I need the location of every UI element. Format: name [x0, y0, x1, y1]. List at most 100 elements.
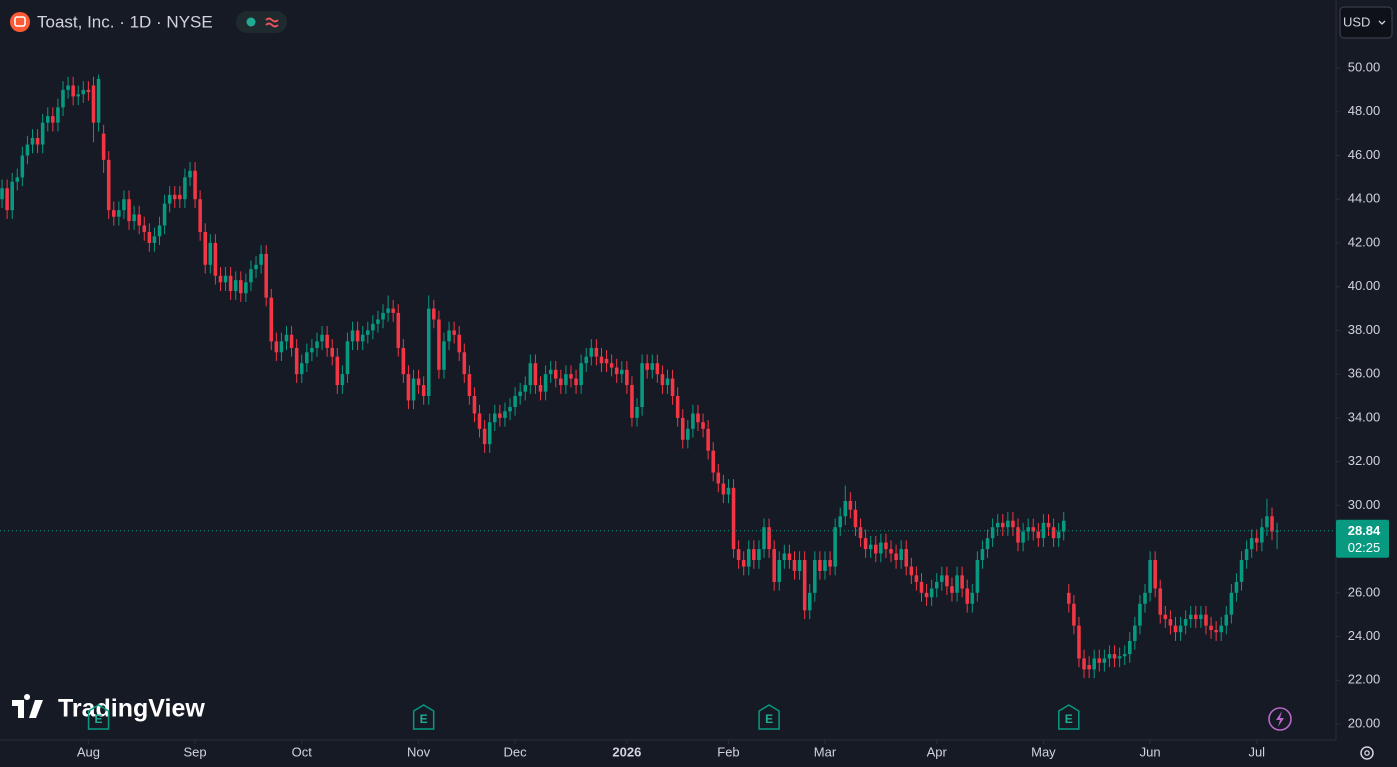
candle-body: [0, 188, 4, 200]
candle-body: [538, 385, 543, 392]
x-tick-label: Sep: [183, 744, 206, 759]
candle-body: [122, 199, 126, 211]
candle-body: [731, 487, 736, 550]
news-flag[interactable]: [1268, 707, 1292, 731]
y-tick-label: 36.00: [1348, 366, 1381, 381]
candle-body: [66, 85, 70, 90]
candle-body: [843, 500, 848, 517]
candle-body: [157, 225, 162, 237]
earnings-marker[interactable]: E: [758, 704, 780, 730]
candle-body: [1173, 625, 1178, 633]
status-pill: [236, 11, 287, 33]
candle-body: [635, 406, 639, 418]
earnings-label: E: [95, 712, 103, 726]
settings-button[interactable]: [1360, 746, 1374, 760]
earnings-marker[interactable]: E: [1058, 704, 1080, 730]
market-open-dot: [246, 17, 256, 27]
candle-body: [1127, 640, 1132, 655]
candle-body: [447, 330, 451, 342]
candle-body: [569, 374, 573, 379]
candle-body: [818, 560, 822, 571]
candle-body: [1138, 603, 1142, 626]
candle-body: [650, 363, 655, 370]
candle-body: [594, 347, 599, 357]
candle-body: [1107, 654, 1112, 659]
candle-body: [381, 312, 385, 320]
candle-body: [391, 308, 395, 313]
candle-body: [406, 374, 411, 401]
candle-body: [518, 391, 522, 397]
earnings-badge: [758, 704, 780, 730]
earnings-label: E: [1065, 712, 1073, 726]
logo-glyph: [14, 16, 26, 27]
candle-body: [736, 549, 741, 561]
candle-body: [289, 334, 294, 348]
candle-body: [1077, 625, 1081, 659]
candle-body: [315, 341, 319, 348]
candle-body: [228, 275, 233, 292]
earnings-marker[interactable]: E: [87, 704, 110, 730]
y-tick-label: 40.00: [1348, 278, 1381, 293]
candle-body: [127, 199, 131, 222]
candle-body: [884, 542, 888, 550]
y-tick-label: 50.00: [1348, 59, 1381, 74]
candle-body: [432, 308, 436, 320]
candle-body: [1148, 560, 1152, 593]
candle-body: [223, 275, 228, 283]
candle-body: [848, 500, 853, 510]
candle-body: [797, 560, 802, 571]
candle-body: [320, 334, 324, 342]
earnings-marker[interactable]: E: [412, 704, 435, 730]
candle-body: [142, 225, 147, 233]
candle-body: [1244, 549, 1249, 561]
candle-body: [25, 144, 30, 156]
candle-body: [91, 85, 96, 123]
symbol-header[interactable]: Toast, Inc. · 1D · NYSE: [10, 11, 287, 33]
candle-body: [10, 181, 14, 211]
candle-body: [1000, 522, 1005, 528]
candle-body: [640, 363, 644, 407]
candle-body: [620, 369, 624, 375]
x-tick-label: 2026: [612, 744, 641, 759]
candle-body: [1158, 588, 1163, 615]
x-tick-label: May: [1031, 744, 1056, 759]
candle-body: [975, 560, 980, 593]
currency-button[interactable]: USD: [1339, 6, 1393, 39]
x-tick-label: Dec: [504, 744, 528, 759]
y-tick-label: 22.00: [1348, 672, 1381, 687]
candle-body: [244, 282, 248, 294]
candle-body: [965, 588, 969, 604]
candle-body: [467, 374, 472, 397]
watermark[interactable]: TradingView: [12, 694, 205, 723]
y-tick-label: 34.00: [1348, 409, 1381, 424]
candle-body: [924, 592, 929, 598]
candle-body: [45, 116, 50, 123]
candle-body: [599, 356, 604, 364]
candle-body: [1194, 614, 1198, 620]
candle-body: [1214, 630, 1218, 633]
candle-body: [350, 330, 355, 342]
settings-gear-hub: [1364, 750, 1370, 756]
countdown-label: 02:25: [1348, 540, 1381, 555]
x-tick-label: Jul: [1248, 744, 1265, 759]
y-tick-label: 24.00: [1348, 628, 1381, 643]
candle-body: [1031, 527, 1036, 532]
candle-body: [472, 396, 477, 414]
candle-body: [1153, 560, 1157, 589]
candle-body: [579, 363, 583, 386]
candle-body: [945, 575, 949, 587]
candle-body: [1036, 531, 1041, 539]
candle-body: [401, 347, 406, 375]
candle-body: [254, 264, 258, 270]
news-flag-ring: [1268, 707, 1292, 731]
candle-body: [56, 107, 60, 123]
candle-body: [706, 428, 710, 451]
candle-body: [137, 214, 141, 226]
candle-body: [294, 347, 299, 375]
candle-body: [894, 553, 898, 561]
candle-body: [147, 232, 152, 243]
candle-body: [1275, 530, 1279, 532]
candle-body: [1026, 527, 1030, 532]
candle-body: [360, 334, 365, 342]
